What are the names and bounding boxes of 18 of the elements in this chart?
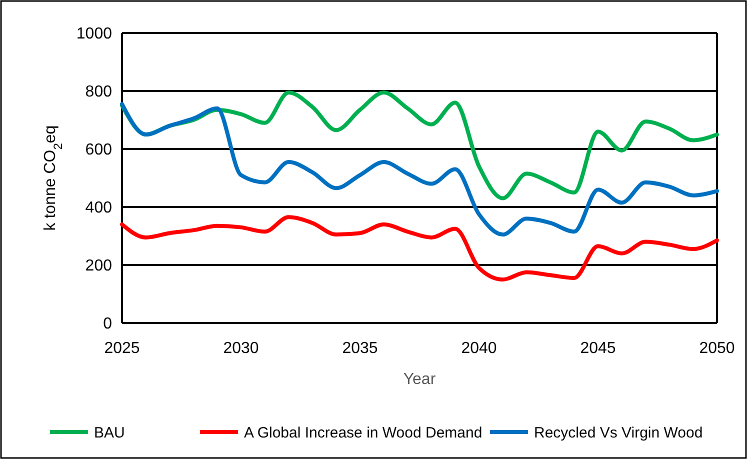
legend-label: A Global Increase in Wood Demand: [244, 424, 482, 442]
legend-label: BAU: [94, 424, 125, 442]
x-tick-label: 2035: [342, 340, 378, 357]
y-tick-label: 800: [85, 84, 112, 101]
y-tick-label: 1000: [76, 26, 112, 43]
y-tick-label: 600: [85, 142, 112, 159]
x-tick-label: 2040: [461, 340, 497, 357]
x-tick-label: 2045: [580, 340, 616, 357]
line-series: [120, 215, 719, 282]
x-tick-label: 2050: [699, 340, 735, 357]
x-tick-label: 2025: [104, 340, 140, 357]
y-tick-label: 200: [85, 258, 112, 275]
y-tick-label: 400: [85, 200, 112, 217]
line-series: [120, 102, 719, 237]
legend-label: Recycled Vs Virgin Wood: [534, 424, 703, 442]
x-tick-label: 2030: [223, 340, 259, 357]
x-axis-title: Year: [403, 371, 436, 388]
y-tick-label: 0: [103, 316, 112, 333]
